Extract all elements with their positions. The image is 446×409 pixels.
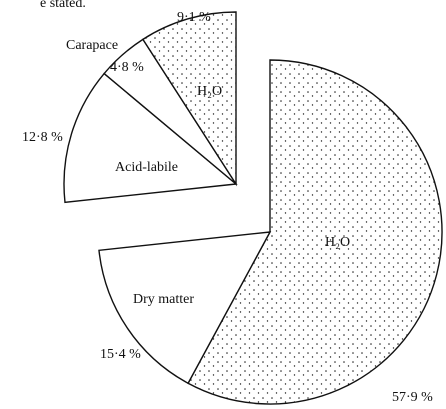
slice-label: H₂O: [325, 235, 350, 250]
pie-slice: [141, 11, 237, 187]
pie-slice: [187, 59, 443, 405]
value-label: 12·8 %: [22, 130, 63, 145]
pie-slice: [98, 231, 272, 385]
slice-label: Dry matter: [133, 292, 194, 307]
value-label: 9·1 %: [177, 10, 211, 25]
value-label: 15·4 %: [100, 347, 141, 362]
page-text: e stated.: [40, 0, 86, 11]
pie-slice: [63, 72, 238, 204]
slice-label: Carapace: [66, 38, 118, 53]
value-label: 57·9 %: [392, 390, 433, 405]
slice-label: Acid-labile: [115, 160, 178, 175]
slice-label: H₂O: [197, 84, 222, 99]
value-label: 4·8 %: [110, 60, 144, 75]
